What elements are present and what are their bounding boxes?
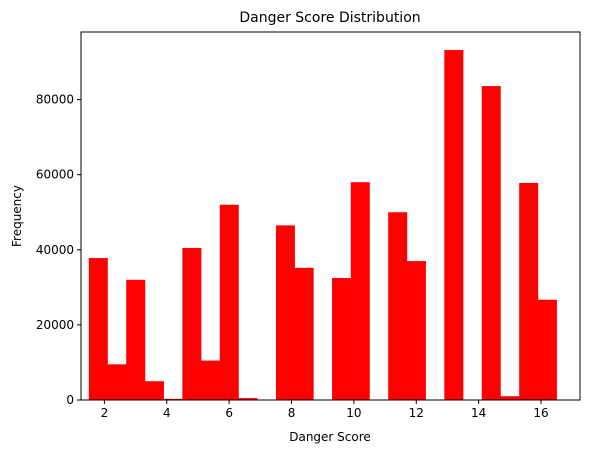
histogram-bar [332, 277, 352, 400]
x-tick-label: 2 [101, 406, 109, 420]
y-tick-label: 60000 [36, 168, 74, 182]
x-tick-label: 4 [163, 406, 171, 420]
bars-group [88, 50, 557, 401]
histogram-bar [88, 258, 108, 400]
y-tick-label: 20000 [36, 318, 74, 332]
histogram-bar [238, 398, 258, 400]
x-tick-label: 12 [409, 406, 424, 420]
histogram-bar [163, 398, 183, 400]
x-axis-ticks: 2 4 6 8 10 12 14 16 [101, 400, 549, 420]
histogram-bar [144, 381, 164, 400]
histogram-bar [294, 267, 314, 400]
histogram-bar [201, 360, 221, 400]
histogram-bar [519, 182, 539, 400]
y-tick-label: 80000 [36, 93, 74, 107]
x-tick-label: 8 [288, 406, 296, 420]
histogram-bar [481, 86, 501, 400]
y-tick-label: 40000 [36, 243, 74, 257]
histogram-bar [219, 204, 239, 400]
chart-title: Danger Score Distribution [239, 10, 420, 26]
y-axis-ticks: 0 20000 40000 60000 80000 [36, 93, 81, 407]
x-tick-label: 16 [533, 406, 548, 420]
x-tick-label: 14 [471, 406, 486, 420]
histogram-bar [537, 299, 557, 400]
histogram-bar [406, 261, 426, 400]
histogram-bar [444, 50, 464, 401]
x-axis-label: Danger Score [289, 430, 371, 444]
x-tick-label: 6 [225, 406, 233, 420]
histogram-bar [182, 247, 202, 400]
y-tick-label: 0 [66, 393, 74, 407]
x-tick-label: 10 [346, 406, 361, 420]
histogram-bar [388, 212, 408, 400]
histogram-bar [500, 396, 520, 400]
y-axis-label: Frequency [10, 185, 24, 247]
plot-frame [80, 31, 581, 401]
histogram-bar [350, 182, 370, 400]
histogram-bar [107, 364, 127, 400]
histogram-bar [275, 225, 295, 400]
histogram-bar [126, 279, 146, 400]
